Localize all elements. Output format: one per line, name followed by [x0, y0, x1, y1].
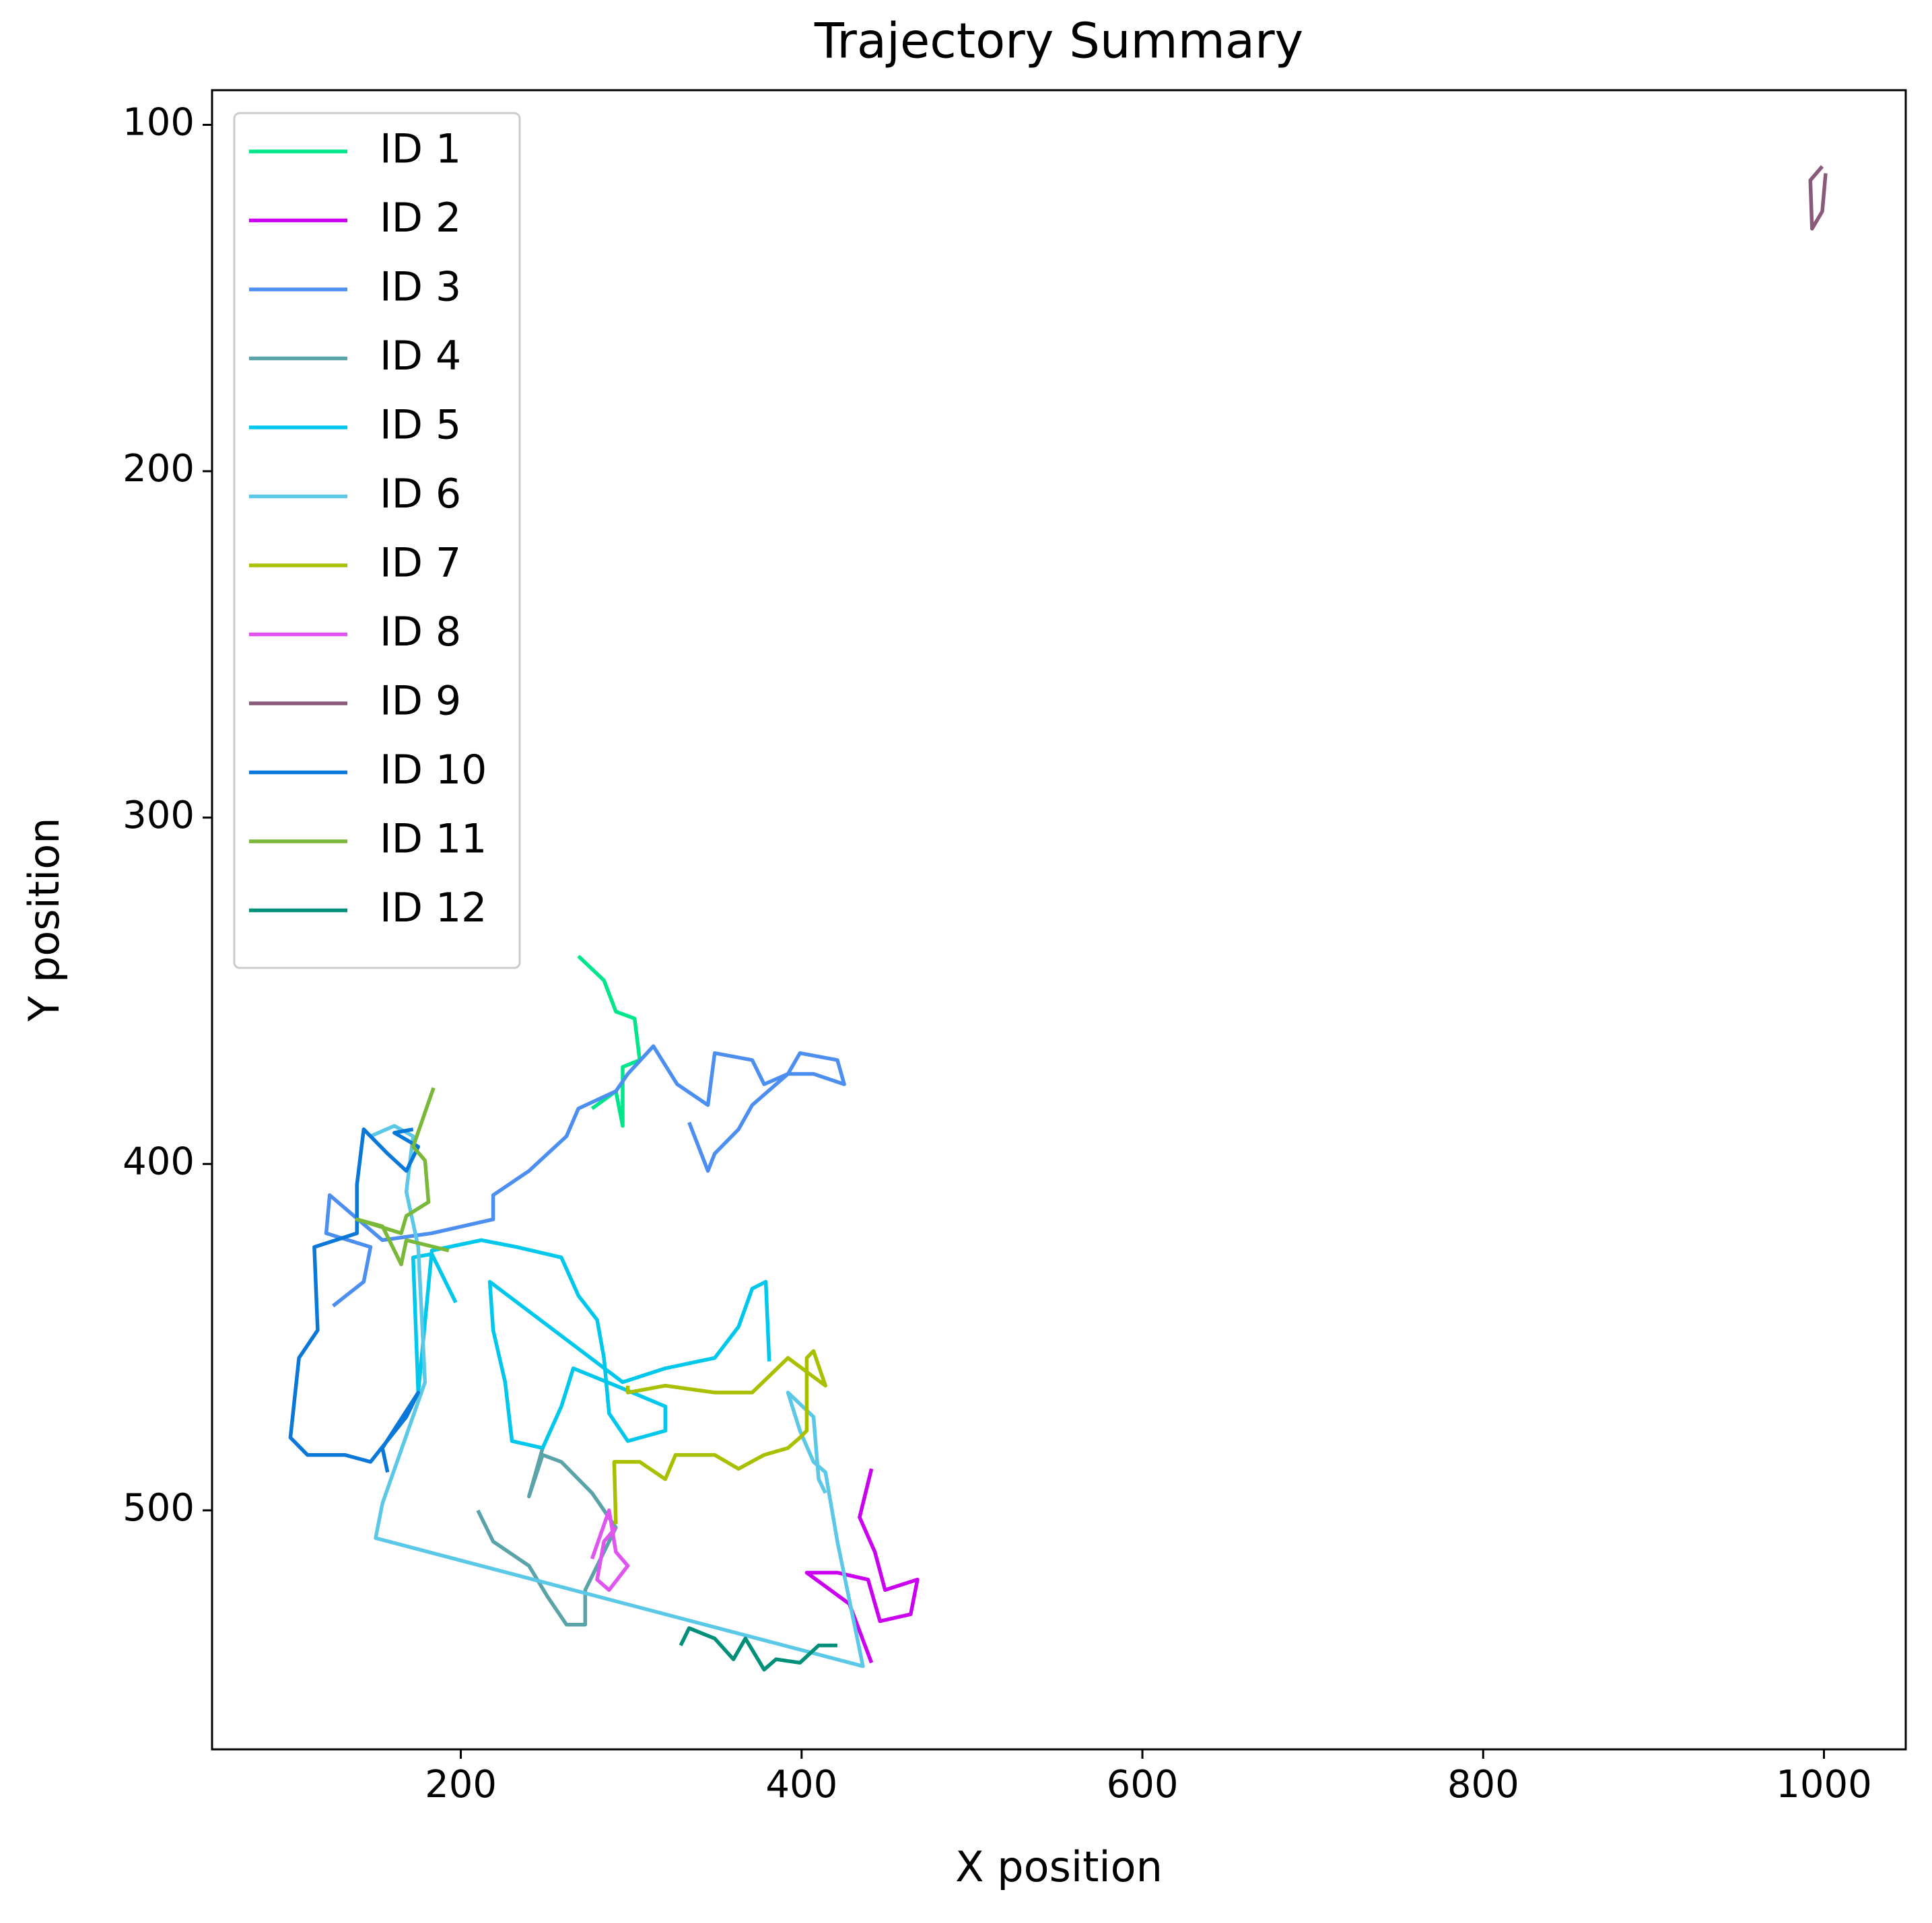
x-tick-label: 600 [1107, 1763, 1179, 1807]
legend-label: ID 5 [380, 402, 461, 449]
x-tick-label: 200 [425, 1763, 497, 1807]
trajectory-line [288, 1127, 421, 1473]
trajectory-line [612, 1349, 827, 1525]
y-tick-label: 200 [123, 447, 195, 491]
trajectory-line [1808, 165, 1828, 231]
trajectory-line [411, 1238, 771, 1450]
y-tick-label: 500 [123, 1486, 195, 1530]
y-tick-label: 100 [123, 101, 195, 145]
legend-label: ID 7 [380, 540, 461, 587]
plot-frame [211, 89, 1907, 1751]
trajectory-line [370, 1123, 865, 1669]
x-tick-label: 400 [765, 1763, 837, 1807]
trajectory-line [590, 1508, 630, 1593]
trajectory-line [577, 954, 642, 1128]
legend-label: ID 2 [380, 195, 461, 242]
y-tick-label: 400 [123, 1140, 195, 1183]
legend-label: ID 11 [380, 816, 487, 863]
trajectory-line [679, 1626, 837, 1672]
x-axis-label: X position [955, 1842, 1163, 1891]
legend-label: ID 9 [380, 678, 461, 725]
x-tick-label: 800 [1447, 1763, 1519, 1807]
legend-label: ID 12 [380, 884, 487, 932]
x-tick-label: 1000 [1776, 1763, 1872, 1807]
legend-label: ID 10 [380, 746, 487, 794]
legend-label: ID 4 [380, 333, 461, 380]
chart-title: Trajectory Summary [814, 13, 1303, 69]
legend-label: ID 6 [380, 470, 461, 518]
y-axis-label: Y position [20, 817, 69, 1022]
legend-label: ID 3 [380, 264, 461, 311]
trajectory-line [476, 1447, 618, 1627]
trajectory-line [355, 1087, 450, 1267]
legend-box [233, 112, 521, 969]
trajectory-line [324, 1044, 846, 1308]
y-tick-label: 300 [123, 794, 195, 837]
legend-label: ID 1 [380, 126, 461, 173]
legend-label: ID 8 [380, 608, 461, 656]
trajectory-line [804, 1468, 920, 1664]
